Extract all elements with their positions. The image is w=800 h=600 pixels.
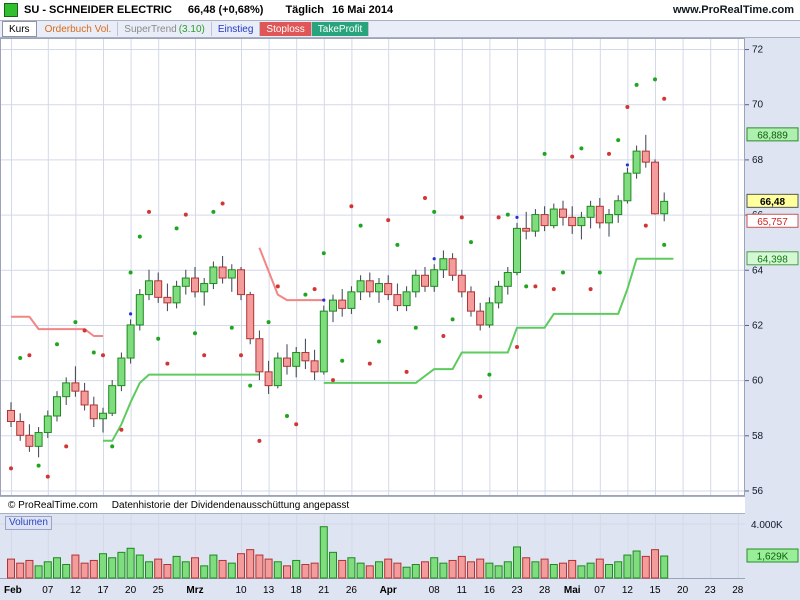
x-axis-label: 16 [484, 585, 496, 596]
x-axis-label: 12 [70, 585, 82, 596]
toolbar-item-supertrend[interactable]: SuperTrend (3.10) [118, 22, 212, 36]
y-axis-label: 72 [752, 45, 764, 56]
x-axis-label: 28 [732, 585, 744, 596]
volume-chart[interactable]: 4.000K 1,629K [0, 514, 800, 580]
instrument-icon [4, 3, 18, 17]
x-axis-label: 21 [318, 585, 330, 596]
toolbar-item-orderbuch-vol[interactable]: Orderbuch Vol. [39, 22, 119, 36]
x-axis-label: 20 [125, 585, 137, 596]
header-bar: SU - SCHNEIDER ELECTRIC 66,48 (+0,68%) T… [0, 0, 800, 21]
date-label: 16 Mai 2014 [331, 4, 394, 16]
x-axis-label: 23 [705, 585, 717, 596]
svg-text:64,398: 64,398 [757, 254, 788, 265]
volume-axis-label: 4.000K [751, 520, 783, 531]
toolbar-item-text: (3.10) [178, 23, 205, 35]
x-axis-label: Mrz [186, 585, 203, 596]
x-axis-label: 17 [97, 585, 109, 596]
stoploss-tag: 65,757 [746, 213, 799, 228]
supertrend-tag: 64,398 [746, 251, 799, 266]
volume-bars[interactable] [7, 526, 669, 579]
timeframe-label: Täglich [285, 4, 324, 16]
x-axis-label: 26 [346, 585, 358, 596]
toolbar-item-text: Einstieg [217, 23, 254, 35]
x-axis-label: 23 [511, 585, 523, 596]
y-axis-label: 58 [752, 431, 764, 442]
x-axis-label: 25 [153, 585, 165, 596]
x-axis-label: 07 [594, 585, 606, 596]
volume-last-tag: 1,629K [746, 548, 799, 563]
x-axis-label: 20 [677, 585, 689, 596]
x-axis-label: 07 [42, 585, 54, 596]
x-axis-label: 15 [649, 585, 661, 596]
indicator-toolbar: Kurs Orderbuch Vol. SuperTrend (3.10) Einst… [0, 21, 800, 38]
svg-text:66,48: 66,48 [760, 197, 785, 208]
last-price-tag: 66,48 [746, 193, 799, 208]
instrument-title: SU - SCHNEIDER ELECTRIC [24, 4, 172, 16]
x-axis-label: Apr [380, 585, 397, 596]
y-axis-label: 70 [752, 100, 764, 111]
svg-text:1,629K: 1,629K [757, 552, 789, 563]
plot-frame [0, 38, 745, 496]
toolbar-item-text: Kurs [9, 23, 30, 35]
x-axis-label: 12 [622, 585, 634, 596]
takeprofit-tag: 68,889 [746, 127, 799, 142]
x-axis-label: 13 [263, 585, 275, 596]
y-axis-label: 68 [752, 155, 764, 166]
toolbar-item-text: Orderbuch Vol. [44, 23, 112, 35]
dividend-note: Datenhistorie der Dividendenausschüttung… [111, 499, 350, 511]
toolbar-item-einstieg[interactable]: Einstieg [212, 22, 261, 36]
copyright-text: © ProRealTime.com [8, 499, 98, 511]
time-axis: Feb 07 12 17 20 25 Mrz 10 13 18 21 26 Apr 08 11 16 23 28 M… [0, 580, 800, 600]
volume-panel-label[interactable]: Volumen [5, 516, 52, 530]
x-axis-label: 28 [539, 585, 551, 596]
y-axis-label: 62 [752, 320, 764, 331]
x-axis-label: Mai [564, 585, 581, 596]
candles-layer[interactable] [7, 134, 669, 458]
toolbar-item-text: Stoploss [266, 23, 305, 35]
y-axis-label: 64 [752, 265, 764, 276]
x-axis-label: 18 [291, 585, 303, 596]
x-axis-background [0, 580, 800, 600]
toolbar-item-stoploss[interactable]: Stoploss [260, 22, 312, 36]
svg-text:68,889: 68,889 [757, 130, 788, 141]
copyright-bar: © ProRealTime.com Datenhistorie der Divi… [0, 496, 745, 514]
x-axis-label: 10 [235, 585, 247, 596]
svg-text:65,757: 65,757 [757, 217, 788, 228]
y-axis-label: 60 [752, 376, 764, 387]
x-axis-label: Feb [4, 585, 22, 596]
x-axis-label: 08 [429, 585, 441, 596]
last-price-change: 66,48 (+0,68%) [187, 4, 264, 16]
y-axis-label: 56 [752, 486, 764, 496]
x-axis-label: 11 [457, 585, 468, 596]
prorealtime-link[interactable]: www.ProRealTime.com [672, 4, 794, 16]
toolbar-item-text: SuperTrend [124, 23, 177, 35]
toolbar-item-text: TakeProfit [317, 23, 363, 35]
toolbar-item-takeprofit[interactable]: TakeProfit [311, 22, 370, 36]
signal-dots-layer [9, 77, 667, 479]
price-chart[interactable]: 72706866646260585668,88966,4865,75764,39… [0, 38, 800, 496]
supertrend-line [11, 247, 674, 442]
toolbar-item-kurs[interactable]: Kurs [2, 21, 37, 37]
